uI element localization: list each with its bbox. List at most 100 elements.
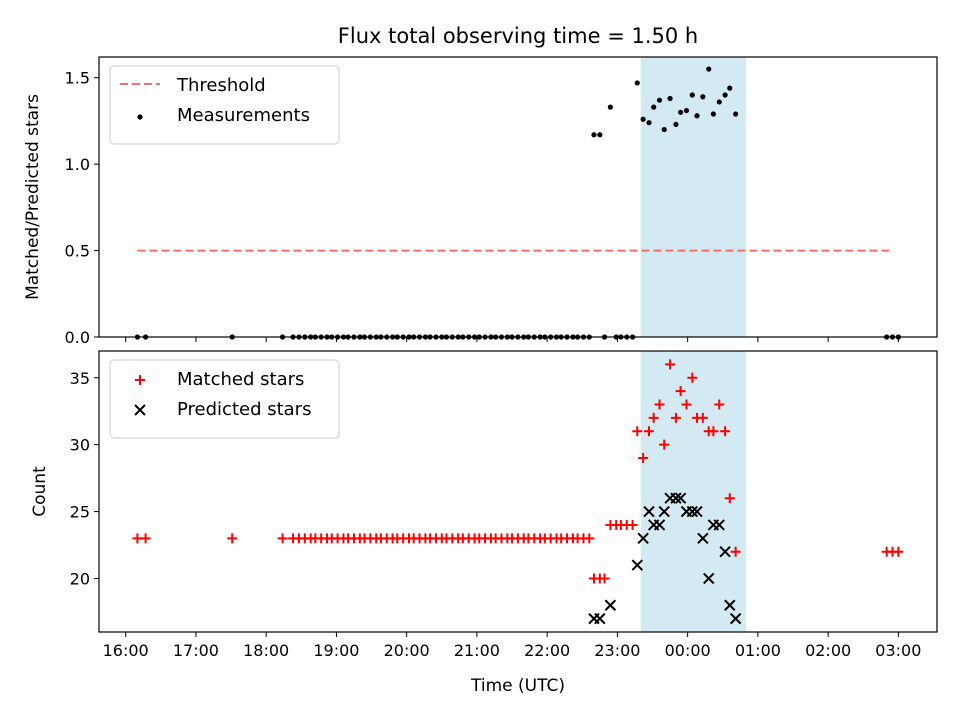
data-point <box>689 92 695 98</box>
legend-box <box>109 65 340 145</box>
data-point <box>697 412 708 423</box>
data-point <box>675 386 686 397</box>
x-tick-label: 01:00 <box>735 641 781 660</box>
data-point <box>691 505 703 518</box>
data-point <box>733 111 739 117</box>
data-point <box>227 533 238 544</box>
data-point <box>730 546 741 557</box>
x-tick-label: 23:00 <box>594 641 640 660</box>
data-point <box>656 97 663 103</box>
data-point <box>700 94 706 100</box>
panel-count: 20 25 30 35 16:00 17:00 18:00 19:00 20:00 21:00 22… <box>30 350 938 696</box>
data-point <box>703 572 715 585</box>
data-point <box>893 546 904 557</box>
data-point <box>694 113 700 119</box>
y-tick-label: 1.5 <box>65 69 90 88</box>
data-point <box>607 104 613 110</box>
data-point <box>727 85 733 91</box>
data-point <box>719 546 731 558</box>
data-point <box>697 532 709 545</box>
data-point <box>667 95 673 102</box>
data-point <box>710 111 716 117</box>
data-point <box>659 439 670 450</box>
x-tick-label: 17:00 <box>173 641 219 660</box>
data-point <box>646 120 652 126</box>
y-axis-label: Count <box>30 466 50 517</box>
x-tick-label: 21:00 <box>454 641 500 660</box>
data-point <box>599 573 610 584</box>
x-axis-label: Time (UTC) <box>470 676 565 696</box>
data-point <box>706 66 712 72</box>
y-tick-label: 35 <box>70 369 90 388</box>
legend-label: Threshold <box>176 75 266 96</box>
y-tick-label: 20 <box>70 569 90 588</box>
data-point <box>716 99 722 105</box>
x-tick-label: 16:00 <box>103 641 149 660</box>
highlight-band <box>640 351 747 632</box>
data-point <box>648 412 659 423</box>
data-point <box>714 399 725 410</box>
data-point <box>673 121 679 128</box>
legend: Matched stars Predicted stars <box>109 359 340 439</box>
y-tick-label: 25 <box>70 503 90 522</box>
x-tick-label: 20:00 <box>384 641 430 660</box>
legend-label: Matched stars <box>177 369 304 390</box>
highlight-band <box>640 57 747 337</box>
axes-frame <box>98 56 938 338</box>
y-axis-label: Matched/Predicted stars <box>23 94 43 300</box>
legend-label: Measurements <box>177 105 310 126</box>
legend: Threshold Measurements <box>109 65 340 145</box>
legend-label: Predicted stars <box>177 399 311 420</box>
legend-swatch <box>137 114 143 120</box>
x-tick-label: 03:00 <box>875 641 921 660</box>
data-point <box>591 132 597 138</box>
y-tick-label: 1.0 <box>65 155 90 174</box>
data-point <box>627 519 638 530</box>
data-point <box>637 532 649 545</box>
data-point <box>634 80 640 86</box>
data-point <box>604 599 617 611</box>
panel-ratio: 0.0 0.5 1.0 1.5 Matched/Predicted stars Flux … <box>23 24 938 347</box>
data-point <box>722 92 728 98</box>
data-point <box>632 426 643 437</box>
axes-frame <box>98 350 938 633</box>
y-tick-label: 0.0 <box>65 328 90 347</box>
data-point <box>687 372 698 383</box>
data-point <box>277 533 288 544</box>
data-point <box>670 492 682 504</box>
x-tick-label: 19:00 <box>313 641 359 660</box>
data-point <box>724 493 735 504</box>
data-point <box>643 505 655 518</box>
legend-swatch <box>135 375 145 385</box>
data-point <box>140 533 151 544</box>
data-point <box>644 426 655 437</box>
data-point <box>640 116 646 122</box>
legend-swatch <box>134 404 146 416</box>
data-point <box>631 559 644 571</box>
x-tick-label: 02:00 <box>805 641 851 660</box>
data-point <box>653 519 666 531</box>
data-point <box>584 533 595 544</box>
chart-title: Flux total observing time = 1.50 h <box>338 24 698 48</box>
data-point <box>724 599 736 611</box>
y-tick-label: 0.5 <box>65 242 90 261</box>
legend-box <box>109 359 340 439</box>
x-tick-label: 18:00 <box>243 641 289 660</box>
data-point <box>708 426 719 437</box>
data-point <box>681 399 692 410</box>
data-point <box>670 412 681 423</box>
data-point <box>686 505 699 518</box>
data-point <box>674 492 687 504</box>
data-point <box>658 505 670 518</box>
data-point <box>665 359 676 370</box>
x-tick-label: 00:00 <box>665 641 711 660</box>
data-point <box>597 132 603 138</box>
series-matched-stars <box>132 359 904 584</box>
y-tick-label: 30 <box>70 436 90 455</box>
data-point <box>661 126 667 133</box>
data-point <box>683 107 690 114</box>
data-point <box>654 399 665 410</box>
data-point <box>729 612 742 625</box>
data-point <box>651 104 657 110</box>
